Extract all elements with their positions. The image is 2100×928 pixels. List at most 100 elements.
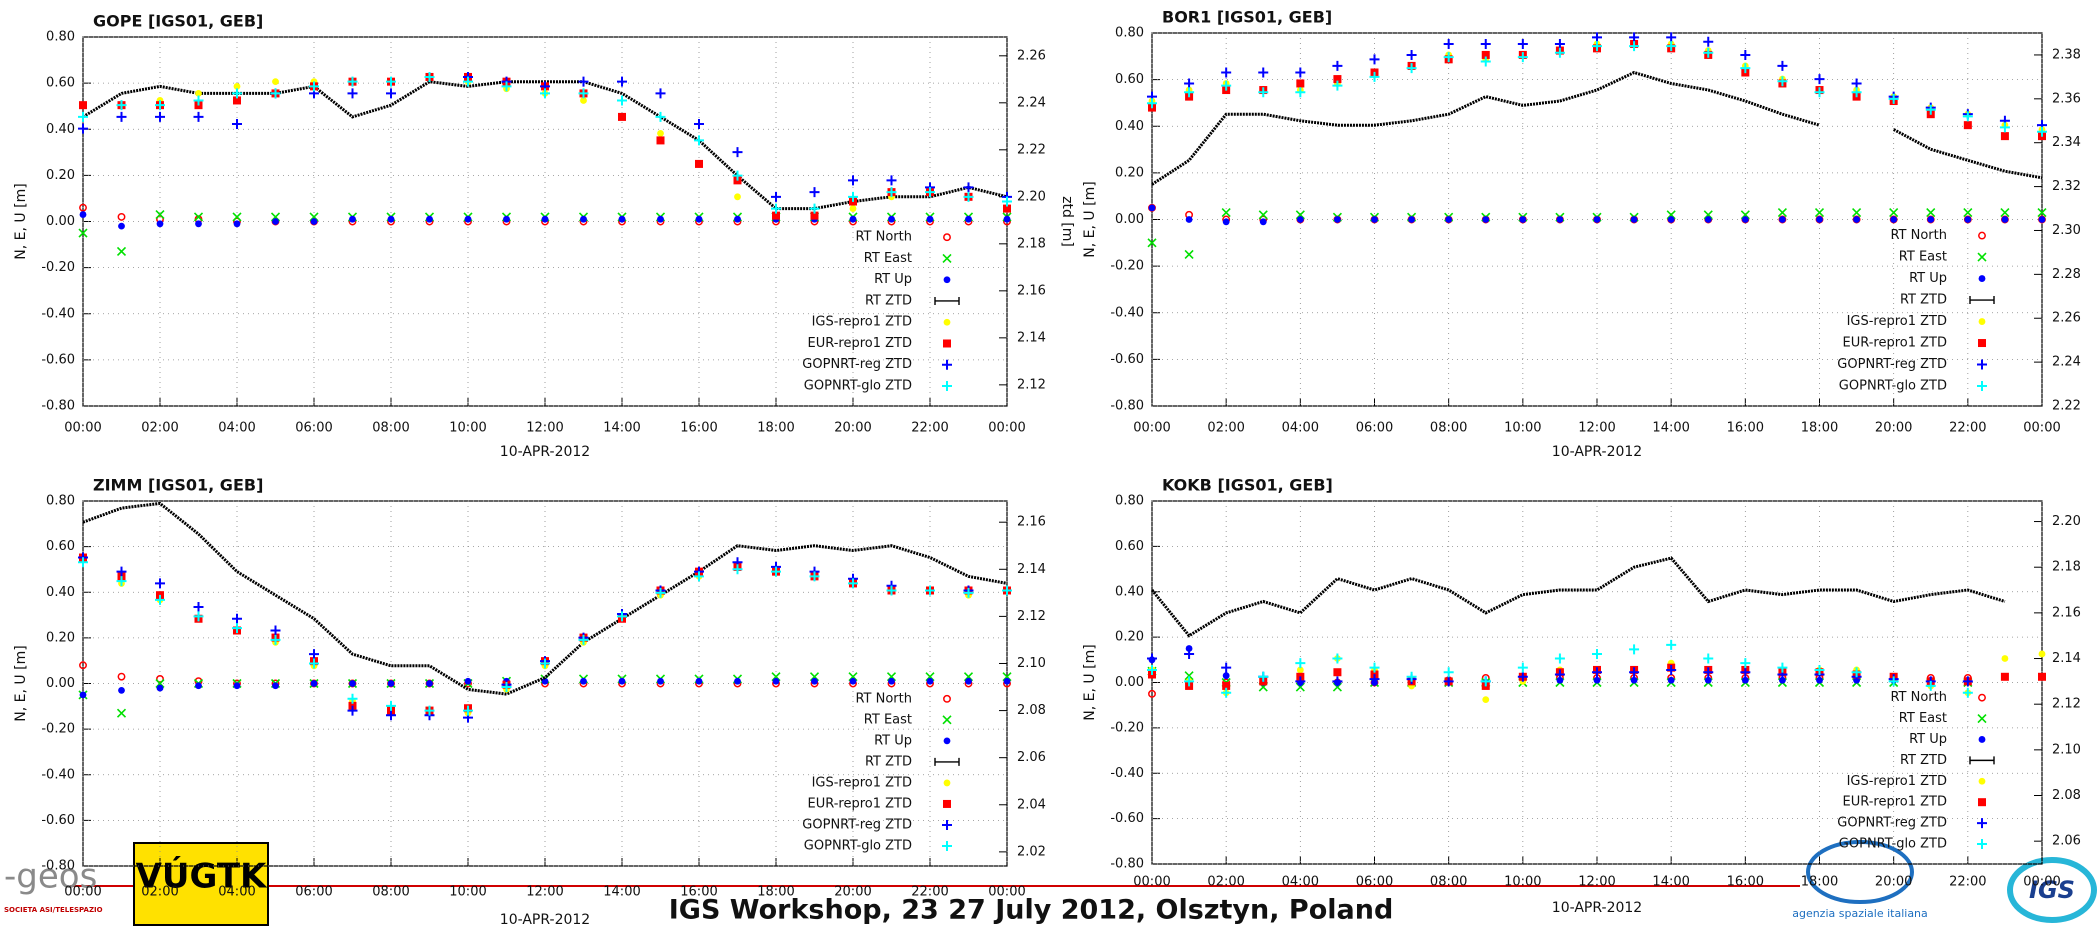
y-tick-label: -0.60 <box>1110 811 1144 826</box>
marker-plus <box>1777 60 1788 71</box>
x-tick-label: 06:00 <box>295 421 332 436</box>
marker-square <box>695 159 703 168</box>
marker-dot <box>233 82 241 90</box>
x-tick-label: 04:00 <box>218 421 255 436</box>
marker-plus <box>78 111 88 122</box>
y2-tick-label: 2.18 <box>2052 560 2081 575</box>
x-tick-label: 04:00 <box>218 885 255 900</box>
legend-label: IGS-repro1 ZTD <box>812 775 912 790</box>
marker-plus <box>1740 658 1751 669</box>
y-tick-label: -0.20 <box>1110 259 1144 274</box>
x-axis-label: 10-APR-2012 <box>1552 900 1642 916</box>
marker-plus <box>1332 60 1343 71</box>
legend-label: IGS-repro1 ZTD <box>812 315 912 330</box>
marker-dot <box>272 218 279 225</box>
x-tick-label: 14:00 <box>1652 421 1689 436</box>
y-tick-label: 0.20 <box>46 168 75 183</box>
marker-dot <box>2038 650 2046 658</box>
marker-plus <box>347 693 358 704</box>
x-tick-label: 00:00 <box>988 421 1025 436</box>
vugtk-logo: VÚGTK <box>133 842 269 926</box>
marker-plus <box>1777 662 1788 673</box>
y-tick-label: 0.60 <box>1115 539 1144 554</box>
marker-dot <box>156 220 164 228</box>
marker-plus <box>386 88 396 99</box>
marker-plus <box>1443 52 1454 63</box>
marker-plus <box>1369 662 1380 673</box>
marker-plus <box>1369 674 1380 685</box>
legend-label: RT Up <box>1909 732 1947 747</box>
marker-plus <box>501 682 512 693</box>
logo-ring <box>2007 857 2097 923</box>
x-tick-label: 06:00 <box>1356 421 1393 436</box>
legend-label: RT ZTD <box>865 754 912 769</box>
y-tick-label: 0.20 <box>46 630 75 645</box>
legend-label: EUR-repro1 ZTD <box>807 796 912 811</box>
y-tick-label: -0.60 <box>41 352 75 367</box>
marker-dot <box>1334 216 1341 223</box>
igs-logo: IGS <box>2007 857 2097 923</box>
x-tick-label: 00:00 <box>64 421 101 436</box>
marker-plus <box>1295 676 1306 687</box>
marker-plus <box>1480 676 1491 687</box>
marker-plus <box>270 634 281 645</box>
marker-plus <box>309 658 319 669</box>
y2-tick-label: 2.20 <box>1017 189 1046 204</box>
y2-tick-label: 2.02 <box>1017 844 1046 859</box>
marker-square <box>943 339 951 348</box>
x-tick-label: 12:00 <box>1578 421 1615 436</box>
marker-plus <box>1977 359 1987 370</box>
y2-tick-label: 2.20 <box>2052 514 2081 529</box>
marker-square <box>810 211 819 220</box>
marker-plus <box>1740 49 1751 60</box>
marker-dot <box>464 677 472 685</box>
y-tick-label: -0.20 <box>41 722 75 737</box>
marker-plus <box>1740 63 1751 74</box>
y-tick-label: 0.00 <box>1115 212 1144 227</box>
marker-plus <box>1777 76 1788 87</box>
chart: KOKB [IGS01, GEB] -0.80 -0.60 -0.40 -0.20 0.0… <box>1082 476 2081 917</box>
legend-label: GOPNRT-reg ZTD <box>802 817 912 832</box>
marker-plus <box>1332 653 1343 664</box>
marker-plus <box>116 111 127 122</box>
marker-plus <box>694 118 704 129</box>
marker-dot <box>387 680 395 687</box>
marker-plus <box>1925 104 1936 115</box>
x-tick-label: 10:00 <box>1504 421 1541 436</box>
marker-plus <box>1703 667 1714 678</box>
x-tick-label: 08:00 <box>372 885 409 900</box>
marker-dot <box>1296 666 1304 674</box>
x-tick-label: 14:00 <box>1652 875 1689 890</box>
marker-plus <box>540 658 550 669</box>
marker-dot <box>1704 676 1712 684</box>
marker-plus <box>848 191 858 202</box>
legend-label: RT East <box>864 712 912 727</box>
x-tick-label: 10:00 <box>1504 875 1541 890</box>
y2-tick-label: 2.12 <box>1017 377 1046 392</box>
chart-title: GOPE [IGS01, GEB] <box>93 12 263 31</box>
marker-x <box>1852 207 1862 218</box>
y2-tick-label: 2.16 <box>1017 515 1046 530</box>
y-axis-label: N, E, U [m] <box>13 183 29 259</box>
marker-plus <box>886 187 897 198</box>
y-tick-label: 0.80 <box>1115 26 1144 41</box>
legend-label: RT East <box>864 251 912 266</box>
marker-plus <box>463 705 473 716</box>
chart-title: KOKB [IGS01, GEB] <box>1162 476 1333 495</box>
x-tick-label: 02:00 <box>141 885 178 900</box>
marker-x <box>1147 238 1157 248</box>
legend-label: RT East <box>1899 250 1947 265</box>
y-tick-label: 0.80 <box>1115 494 1144 509</box>
marker-dot <box>1890 216 1898 223</box>
marker-dot <box>926 215 934 223</box>
legend: RT North RT East RT Up RT ZTD IGS-repro1 ZTD… <box>802 230 960 394</box>
x-tick-label: 02:00 <box>1207 421 1244 436</box>
legend-label: GOPNRT-glo ZTD <box>1839 379 1947 394</box>
marker-dot <box>849 205 857 212</box>
marker-plus <box>1258 87 1269 98</box>
marker-dot <box>387 215 395 223</box>
marker-plus <box>578 88 589 99</box>
legend-label: IGS-repro1 ZTD <box>1847 774 1947 789</box>
legend-label: EUR-repro1 ZTD <box>807 336 912 351</box>
